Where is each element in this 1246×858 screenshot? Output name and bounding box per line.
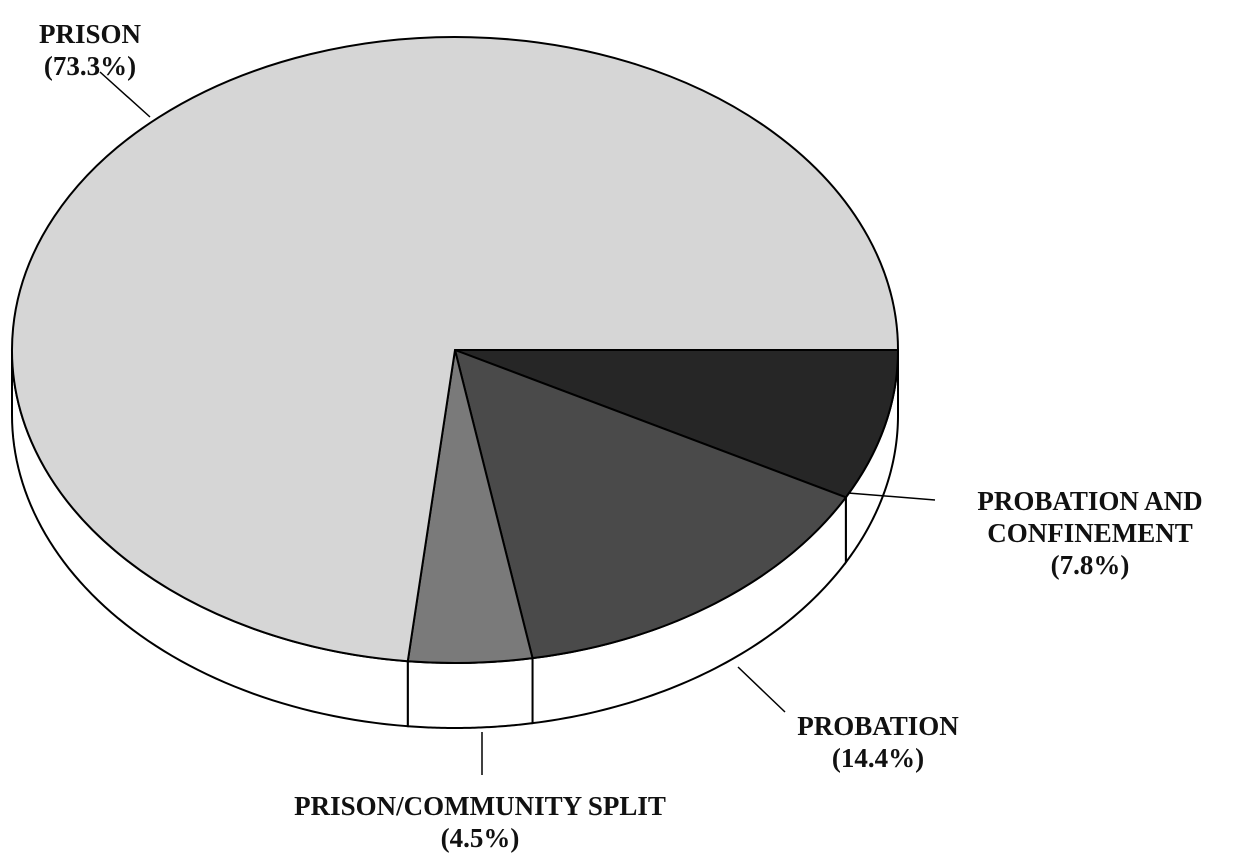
slice-label: PRISON (73.3%) xyxy=(0,18,190,82)
leader-line xyxy=(847,492,936,501)
slice-label: PROBATION (14.4%) xyxy=(748,710,1008,774)
category-label: PROBATION AND CONFINEMENT xyxy=(977,486,1203,548)
leader-line xyxy=(99,71,151,118)
category-label: PRISON/COMMUNITY SPLIT xyxy=(294,791,666,821)
category-label: PRISON xyxy=(38,19,141,49)
value-label: (7.8%) xyxy=(1050,550,1130,580)
pie-slice xyxy=(454,349,900,499)
value-label: (73.3%) xyxy=(43,51,137,81)
pie-slice xyxy=(11,36,900,663)
slice-label: PROBATION AND CONFINEMENT (7.8%) xyxy=(930,485,1246,581)
pie-slice xyxy=(453,348,848,660)
value-label: (14.4%) xyxy=(831,743,925,773)
pie-side xyxy=(406,657,534,730)
slice-label: PRISON/COMMUNITY SPLIT (4.5%) xyxy=(230,790,730,854)
value-label: (4.5%) xyxy=(440,823,520,853)
category-label: PROBATION xyxy=(797,711,959,741)
leader-line xyxy=(737,666,786,713)
